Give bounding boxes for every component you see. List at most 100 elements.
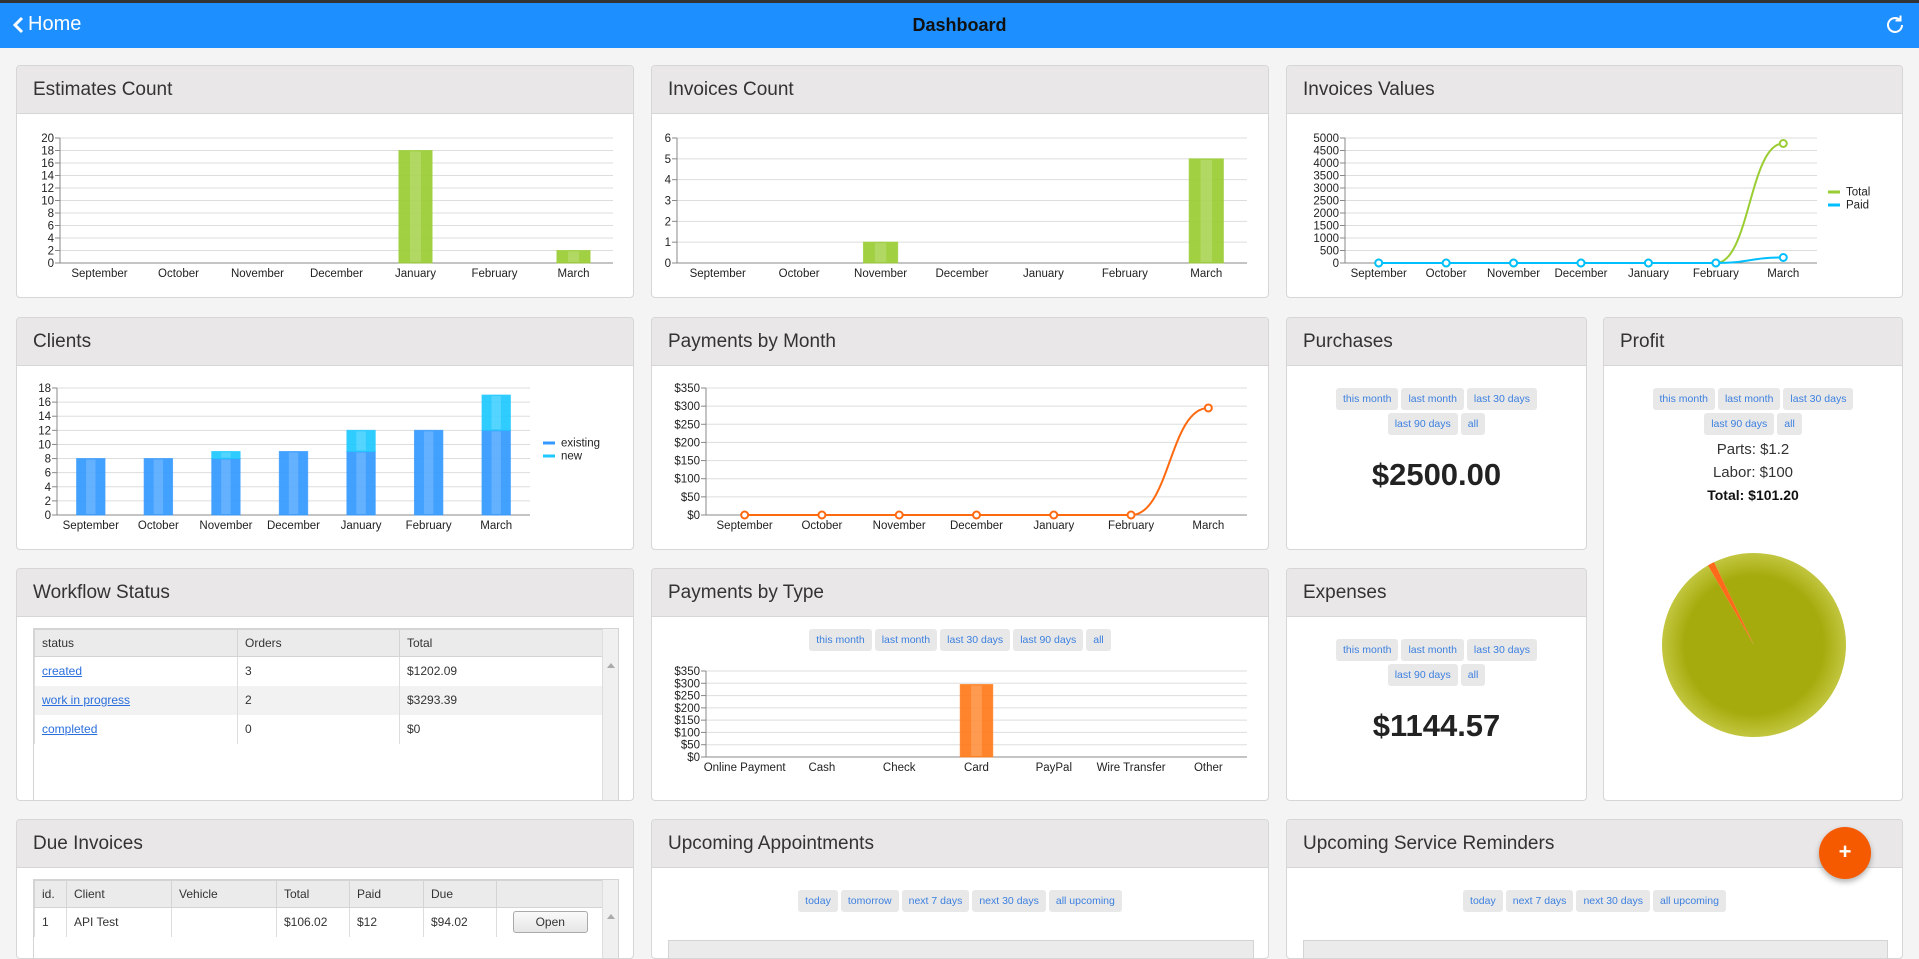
x-tick-label: October: [779, 268, 820, 280]
y-tick-label: $300: [674, 401, 700, 413]
filter-next-7-days[interactable]: next 7 days: [901, 890, 970, 912]
column-header[interactable]: id.: [34, 880, 67, 908]
status-link-work-in-progress[interactable]: work in progress: [42, 693, 131, 707]
x-tick-label: January: [1628, 268, 1669, 280]
filter-today[interactable]: today: [798, 890, 838, 912]
card-title: Expenses: [1287, 569, 1586, 617]
clients-chart: 0 2 4 6 8 10 12 14 16 18 September October November D…: [38, 383, 600, 532]
data-point: [972, 510, 981, 520]
filter-last-month[interactable]: last month: [1401, 388, 1464, 410]
bar-highlight: [409, 151, 422, 262]
y-tick-label: 1: [665, 237, 671, 249]
legend-label: new: [561, 451, 583, 463]
window-top-border: [0, 0, 1919, 3]
filter-last-90-days[interactable]: last 90 days: [1387, 664, 1458, 686]
total-cell: $106.02: [276, 907, 350, 937]
scroll-up-arrow-icon[interactable]: [607, 663, 615, 668]
bar-highlight: [288, 452, 299, 514]
column-header[interactable]: Vehicle: [171, 880, 277, 908]
y-tick-label: 2500: [1313, 196, 1339, 208]
y-tick-label: 0: [45, 510, 51, 522]
y-tick-label: 1000: [1313, 233, 1339, 245]
filter-last-30-days[interactable]: last 30 days: [1466, 639, 1537, 661]
filter-last-90-days[interactable]: last 90 days: [1704, 413, 1775, 435]
filter-all-upcoming[interactable]: all upcoming: [1048, 890, 1122, 912]
legend-label: Total: [1846, 187, 1870, 199]
payments-by-month-card: Payments by Month $0 $50 $100 $150 $200 $250 $…: [651, 317, 1269, 550]
purchases-card: Purchases this month last month last 30 …: [1286, 317, 1587, 550]
scroll-up-arrow-icon[interactable]: [607, 914, 615, 919]
y-tick-label: $150: [674, 715, 700, 727]
filter-last-30-days[interactable]: last 30 days: [1466, 388, 1537, 410]
back-home-button[interactable]: Home: [12, 13, 81, 36]
payments-by-month-chart: $0 $50 $100 $150 $200 $250 $300 $350 September Oc…: [674, 383, 1247, 532]
filter-all-upcoming[interactable]: all upcoming: [1652, 890, 1726, 912]
add-fab-button[interactable]: +: [1819, 827, 1871, 879]
column-header[interactable]: Paid: [349, 880, 424, 908]
x-tick-label: November: [873, 520, 926, 532]
status-link-created[interactable]: created: [42, 664, 83, 679]
pie-slice: [1707, 562, 1754, 645]
column-header[interactable]: Total: [276, 880, 350, 908]
status-link-completed[interactable]: completed: [42, 722, 98, 736]
x-tick-label: January: [395, 268, 436, 280]
column-header[interactable]: Orders: [237, 629, 400, 657]
y-tick-label: 4: [45, 482, 52, 494]
card-title: Payments by Month: [652, 318, 1268, 366]
filter-all[interactable]: all: [1460, 413, 1486, 435]
filter-all[interactable]: all: [1777, 413, 1802, 435]
filter-next-30-days[interactable]: next 30 days: [1576, 890, 1650, 912]
y-tick-label: $250: [674, 419, 700, 431]
x-tick-label: December: [310, 268, 363, 280]
due-invoices-card: Due Invoices id. Client Vehicle Total Pa…: [16, 819, 634, 959]
filter-this-month[interactable]: this month: [1336, 388, 1399, 410]
column-header[interactable]: status: [34, 629, 238, 657]
y-tick-label: $150: [674, 456, 700, 468]
x-tick-label: October: [158, 268, 199, 280]
filter-this-month[interactable]: this month: [1652, 388, 1715, 410]
filter-all[interactable]: all: [1460, 664, 1486, 686]
x-tick-label: September: [690, 268, 746, 280]
column-header[interactable]: Due: [423, 880, 497, 908]
card-title: Invoices Values: [1287, 66, 1902, 114]
refresh-icon[interactable]: [1883, 13, 1907, 37]
column-header[interactable]: Total: [399, 629, 604, 657]
orders-cell: 3: [237, 656, 400, 686]
filter-today[interactable]: today: [1463, 890, 1503, 912]
filter-last-30-days[interactable]: last 30 days: [940, 629, 1011, 651]
filter-last-month[interactable]: last month: [1401, 639, 1464, 661]
x-tick-label: September: [63, 520, 119, 532]
filter-last-30-days[interactable]: last 30 days: [1783, 388, 1854, 410]
bar: [862, 241, 899, 264]
filter-tomorrow[interactable]: tomorrow: [840, 890, 899, 912]
filter-last-90-days[interactable]: last 90 days: [1013, 629, 1084, 651]
filter-next-30-days[interactable]: next 30 days: [972, 890, 1046, 912]
filter-next-7-days[interactable]: next 7 days: [1505, 890, 1574, 912]
filter-this-month[interactable]: this month: [809, 629, 872, 651]
filter-this-month[interactable]: this month: [1336, 639, 1399, 661]
y-tick-label: $300: [674, 678, 700, 690]
data-point: [1643, 258, 1653, 268]
column-header[interactable]: Client: [66, 880, 172, 908]
filter-last-90-days[interactable]: last 90 days: [1387, 413, 1458, 435]
table-scrollbar[interactable]: [602, 629, 618, 800]
filter-last-month[interactable]: last month: [1717, 388, 1781, 410]
y-tick-label: 3: [665, 196, 671, 208]
bar-highlight: [1200, 159, 1212, 262]
bar: [76, 458, 106, 516]
y-tick-label: 1500: [1313, 221, 1339, 233]
y-tick-label: 8: [45, 454, 51, 466]
legend-swatch: [543, 441, 555, 445]
x-tick-label: February: [471, 268, 517, 280]
filter-last-month[interactable]: last month: [874, 629, 938, 651]
chevron-left-icon: [12, 16, 24, 33]
filter-all[interactable]: all: [1086, 629, 1111, 651]
open-invoice-button[interactable]: Open: [512, 911, 588, 934]
y-tick-label: $100: [674, 727, 700, 739]
table-scrollbar[interactable]: [602, 880, 618, 958]
total-cell: $3293.39: [399, 685, 604, 715]
x-tick-label: Cash: [808, 762, 835, 774]
period-filter: this month last month last 30 days last …: [652, 629, 1268, 651]
expenses-value: $1144.57: [1372, 708, 1501, 743]
x-tick-label: February: [1108, 520, 1154, 532]
